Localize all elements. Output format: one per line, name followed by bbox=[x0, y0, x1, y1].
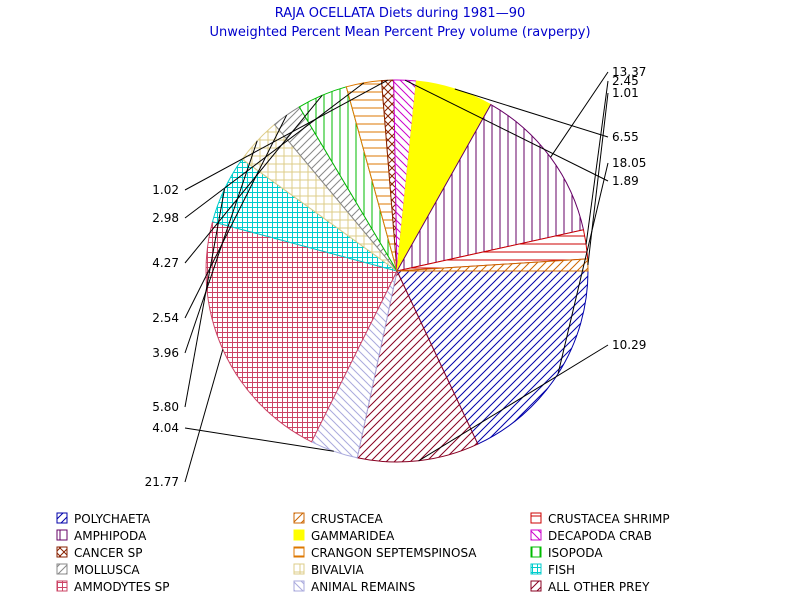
slice-leader-lines bbox=[184, 71, 609, 483]
legend-swatch bbox=[530, 546, 542, 558]
value-label-bivalvia: 3.96 bbox=[152, 346, 179, 360]
leader-line-decapoda-crab bbox=[404, 79, 609, 182]
legend-swatch bbox=[293, 512, 305, 524]
legend-item-polychaeta: POLYCHAETA bbox=[56, 512, 151, 526]
legend-swatch bbox=[530, 580, 542, 592]
leader-line-fish bbox=[184, 189, 225, 408]
value-label-isopoda: 4.27 bbox=[152, 256, 179, 270]
legend-item-crustacea: CRUSTACEA bbox=[293, 512, 383, 526]
legend-swatch bbox=[56, 563, 68, 575]
legend-item-amphipoda: AMPHIPODA bbox=[56, 529, 147, 543]
legend-item-gammaridea: GAMMARIDEA bbox=[293, 529, 395, 543]
value-label-crangon-septemspinosa: 2.98 bbox=[152, 211, 179, 225]
legend-label: CRUSTACEA bbox=[311, 512, 383, 526]
pie-slice-ammodytes-sp bbox=[205, 221, 398, 443]
legend-label: POLYCHAETA bbox=[74, 512, 151, 526]
value-label-amphipoda: 13.37 bbox=[612, 65, 646, 79]
legend-item-ammodytes-sp: AMMODYTES SP bbox=[56, 580, 169, 594]
legend-label: AMMODYTES SP bbox=[74, 580, 169, 594]
pie-slice-crustacea bbox=[396, 258, 589, 272]
legend-label: BIVALVIA bbox=[311, 563, 365, 577]
legend-swatch bbox=[293, 563, 305, 575]
leader-line-polychaeta bbox=[557, 162, 609, 374]
legend-label: CRANGON SEPTEMSPINOSA bbox=[311, 546, 477, 560]
legend-swatch bbox=[56, 512, 68, 524]
leader-line-crustacea bbox=[587, 92, 609, 265]
legend-item-mollusca: MOLLUSCA bbox=[56, 563, 140, 577]
value-label-ammodytes-sp: 21.77 bbox=[145, 475, 179, 489]
legend-label: CRUSTACEA SHRIMP bbox=[548, 512, 670, 526]
legend-swatch bbox=[293, 580, 305, 592]
legend-label: CANCER SP bbox=[74, 546, 143, 560]
legend: POLYCHAETA CRUSTACEA CRUSTACEA SHRIMP AMPHI… bbox=[56, 512, 670, 594]
value-label-gammaridea: 6.55 bbox=[612, 130, 639, 144]
value-label-mollusca: 2.54 bbox=[152, 311, 179, 325]
legend-item-all-other-prey: ALL OTHER PREY bbox=[530, 580, 650, 594]
value-label-cancer-sp: 1.02 bbox=[152, 183, 179, 197]
leader-line-all-other-prey bbox=[418, 344, 609, 462]
legend-label: DECAPODA CRAB bbox=[548, 529, 652, 543]
legend-label: MOLLUSCA bbox=[74, 563, 140, 577]
leader-line-amphipoda bbox=[550, 71, 609, 158]
legend-label: AMPHIPODA bbox=[74, 529, 147, 543]
legend-swatch bbox=[293, 546, 305, 558]
leader-line-crangon-septemspinosa bbox=[184, 82, 365, 219]
pie-slices bbox=[205, 79, 589, 463]
legend-swatch bbox=[56, 546, 68, 558]
value-label-all-other-prey: 10.29 bbox=[612, 338, 646, 352]
legend-item-crangon-septemspinosa: CRANGON SEPTEMSPINOSA bbox=[293, 546, 477, 560]
leader-line-crustacea-shrimp bbox=[585, 80, 609, 245]
legend-swatch bbox=[56, 529, 68, 541]
legend-swatch bbox=[293, 529, 305, 541]
legend-item-bivalvia: BIVALVIA bbox=[293, 563, 365, 577]
leader-line-isopoda bbox=[184, 94, 323, 264]
legend-label: ANIMAL REMAINS bbox=[311, 580, 415, 594]
legend-label: FISH bbox=[548, 563, 575, 577]
leader-line-ammodytes-sp bbox=[184, 349, 224, 483]
legend-label: GAMMARIDEA bbox=[311, 529, 395, 543]
legend-item-animal-remains: ANIMAL REMAINS bbox=[293, 580, 415, 594]
value-label-decapoda-crab: 1.89 bbox=[612, 174, 639, 188]
legend-swatch bbox=[530, 529, 542, 541]
leader-line-gammaridea bbox=[454, 88, 609, 138]
legend-item-fish: FISH bbox=[530, 563, 575, 577]
chart-title: RAJA OCELLATA Diets during 1981—90 bbox=[275, 6, 526, 21]
legend-item-decapoda-crab: DECAPODA CRAB bbox=[530, 529, 652, 543]
legend-label: ISOPODA bbox=[548, 546, 603, 560]
leader-line-cancer-sp bbox=[184, 79, 388, 191]
value-label-crustacea: 1.01 bbox=[612, 86, 639, 100]
value-label-polychaeta: 18.05 bbox=[612, 156, 646, 170]
leader-line-mollusca bbox=[184, 114, 288, 319]
legend-item-cancer-sp: CANCER SP bbox=[56, 546, 143, 560]
legend-swatch bbox=[56, 580, 68, 592]
value-label-animal-remains: 4.04 bbox=[152, 421, 179, 435]
value-label-fish: 5.80 bbox=[152, 400, 179, 414]
legend-label: ALL OTHER PREY bbox=[548, 580, 650, 594]
legend-swatch bbox=[530, 512, 542, 524]
legend-item-isopoda: ISOPODA bbox=[530, 546, 603, 560]
leader-line-animal-remains bbox=[184, 427, 334, 452]
legend-item-crustacea-shrimp: CRUSTACEA SHRIMP bbox=[530, 512, 670, 526]
value-label-crustacea-shrimp: 2.45 bbox=[612, 74, 639, 88]
slice-value-labels: 18.05 10.29 4.04 21.77 5.80 3.96 2.54 4.27 2.98 1… bbox=[145, 65, 647, 489]
chart-subtitle: Unweighted Percent Mean Percent Prey vol… bbox=[209, 25, 590, 40]
legend-swatch bbox=[530, 563, 542, 575]
